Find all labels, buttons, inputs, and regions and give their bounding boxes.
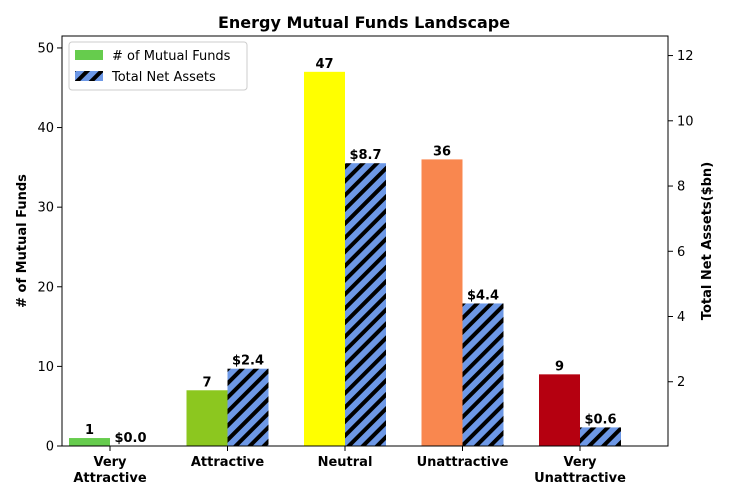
bar-assets [462,303,504,446]
left-tick-label: 50 [37,41,54,56]
data-label-assets: $2.4 [232,354,264,369]
left-tick-label: 20 [37,280,54,295]
legend-swatch-funds [75,50,103,60]
left-tick-label: 40 [37,121,54,136]
bar-assets [580,427,621,446]
legend: # of Mutual Funds Total Net Assets [68,41,248,91]
bar-funds [421,159,463,446]
x-tick-label: Very [93,455,127,470]
left-tick-label: 10 [37,360,54,375]
right-tick-label: 12 [677,49,694,64]
data-label-assets: $0.0 [114,431,146,446]
legend-box [68,41,248,91]
data-label-assets: $4.4 [467,288,499,303]
x-tick-label: Attractive [191,455,265,470]
bar-funds [539,374,580,446]
left-tick-label: 30 [37,201,54,216]
x-tick-label: Unattractive [417,455,509,470]
bar-funds [304,71,345,446]
legend-swatch-assets [75,71,103,81]
bars-layer [69,71,621,446]
left-tick-label: 0 [46,440,54,455]
data-label-assets: $8.7 [349,148,381,163]
data-label-funds: 36 [433,144,451,159]
bar-funds [186,390,228,446]
data-label-funds: 7 [202,375,211,390]
right-tick-label: 6 [677,245,685,260]
legend-label-assets: Total Net Assets [111,70,216,85]
chart-title: Energy Mutual Funds Landscape [218,13,510,32]
x-tick-label: Attractive [73,471,147,486]
data-label-funds: 47 [315,57,333,72]
data-label-assets: $0.6 [584,412,616,427]
data-label-funds: 1 [85,423,94,438]
x-tick-label: Neutral [318,455,373,470]
data-label-funds: 9 [555,359,564,374]
left-axis-label: # of Mutual Funds [15,174,30,308]
bar-funds [69,438,110,446]
x-tick-label: Very [563,455,597,470]
data-labels-layer: 1 $0.0 7 $2.4 47 $8.7 36 $4.4 9 $0.6 [85,57,617,446]
right-tick-label: 4 [677,310,685,325]
legend-label-funds: # of Mutual Funds [112,49,231,64]
plot-frame [61,35,669,447]
right-tick-label: 2 [677,375,685,390]
right-tick-label: 10 [677,114,694,129]
bar-assets [227,368,269,446]
x-tick-label: Unattractive [534,471,626,486]
bar-assets [345,163,386,446]
right-tick-label: 8 [677,180,685,195]
right-axis: 2 4 6 8 10 12 [668,49,694,390]
right-axis-label: Total Net Assets($bn) [700,162,715,320]
left-axis: 0 10 20 30 40 50 [37,41,62,455]
